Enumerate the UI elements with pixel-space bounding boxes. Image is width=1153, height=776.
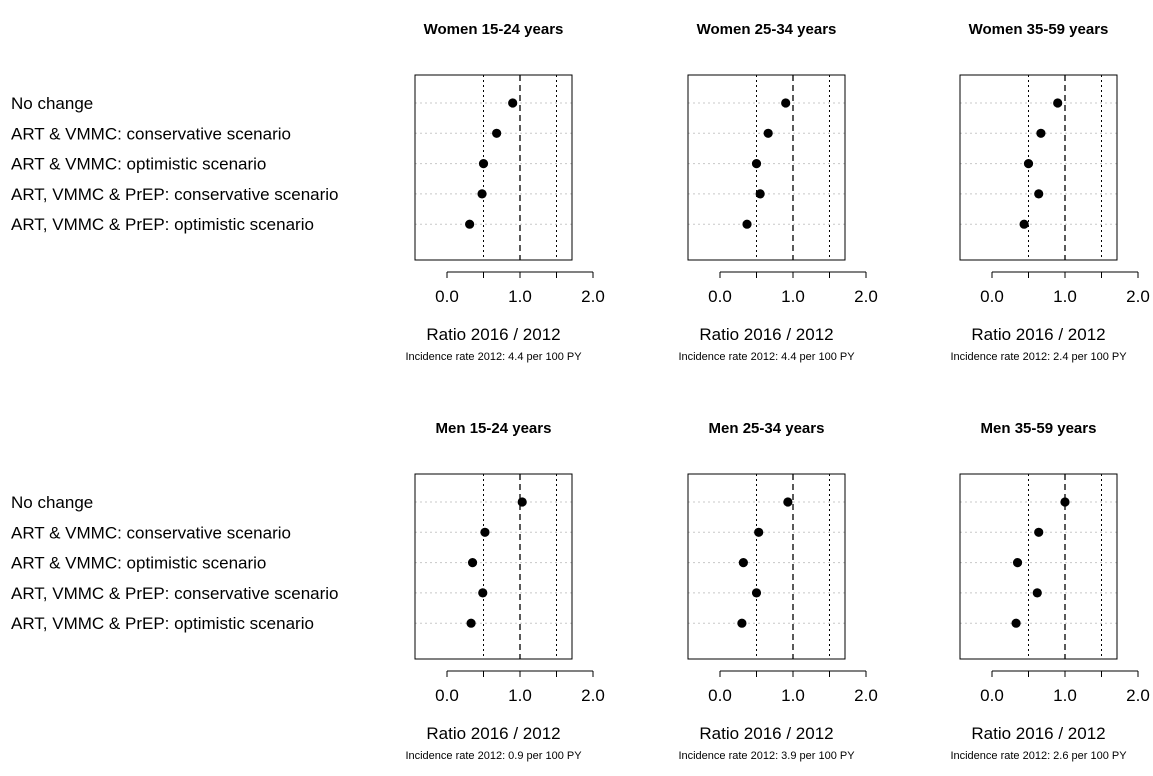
x-tick-label: 2.0 (1126, 686, 1150, 705)
data-point (755, 189, 765, 199)
incidence-note: Incidence rate 2012: 0.9 per 100 PY (405, 750, 582, 762)
category-label: ART & VMMC: conservative scenario (11, 124, 291, 143)
x-tick-label: 1.0 (781, 287, 805, 306)
panel-title: Men 15-24 years (436, 420, 552, 437)
data-point (465, 219, 475, 229)
x-tick-label: 0.0 (435, 287, 459, 306)
data-point (738, 558, 748, 568)
data-point (737, 618, 747, 628)
data-point (783, 497, 793, 507)
category-label: ART, VMMC & PrEP: conservative scenario (11, 584, 339, 603)
panel-frame (959, 473, 1118, 660)
category-label: No change (11, 94, 93, 113)
x-tick-label: 2.0 (854, 686, 878, 705)
panel-title: Men 25-34 years (709, 420, 825, 437)
incidence-note: Incidence rate 2012: 3.9 per 100 PY (678, 750, 855, 762)
data-point (1034, 527, 1044, 537)
data-point (467, 558, 478, 568)
data-point (763, 128, 773, 138)
panel-frame (687, 473, 846, 660)
x-tick-label: 2.0 (854, 287, 878, 306)
incidence-note: Incidence rate 2012: 4.4 per 100 PY (678, 351, 855, 363)
panel-title: Women 15-24 years (424, 21, 564, 38)
x-tick-label: 2.0 (1126, 287, 1150, 306)
panel-title: Men 35-59 years (981, 420, 1097, 437)
category-label: ART & VMMC: optimistic scenario (11, 554, 266, 573)
data-point (742, 219, 752, 229)
incidence-note: Incidence rate 2012: 4.4 per 100 PY (405, 351, 582, 363)
x-tick-label: 0.0 (708, 287, 732, 306)
x-tick-label: 1.0 (1053, 686, 1077, 705)
data-point (1053, 98, 1063, 108)
category-label: ART & VMMC: optimistic scenario (11, 155, 266, 174)
panel-title: Women 25-34 years (697, 21, 837, 38)
data-point (751, 588, 762, 598)
x-tick-label: 1.0 (1053, 287, 1077, 306)
x-axis-label: Ratio 2016 / 2012 (426, 325, 560, 344)
data-point (492, 128, 502, 138)
category-label: ART, VMMC & PrEP: optimistic scenario (11, 614, 314, 633)
data-point (517, 497, 527, 507)
x-tick-label: 2.0 (581, 686, 605, 705)
data-point (1032, 588, 1042, 598)
x-axis-label: Ratio 2016 / 2012 (426, 724, 560, 743)
panel-frame (414, 74, 573, 261)
x-axis-label: Ratio 2016 / 2012 (699, 724, 833, 743)
data-point (1023, 159, 1034, 169)
data-point (781, 98, 791, 108)
data-point (754, 527, 764, 537)
category-label: ART & VMMC: conservative scenario (11, 523, 291, 542)
x-tick-label: 1.0 (781, 686, 805, 705)
category-label: No change (11, 493, 93, 512)
data-point (1034, 189, 1044, 199)
data-point (478, 588, 488, 598)
panel-frame (687, 74, 846, 261)
data-point (478, 159, 489, 169)
incidence-note: Incidence rate 2012: 2.4 per 100 PY (950, 351, 1127, 363)
data-point (508, 98, 518, 108)
data-point (1036, 128, 1046, 138)
x-tick-label: 2.0 (581, 287, 605, 306)
data-point (1060, 497, 1070, 507)
panel-title: Women 35-59 years (969, 21, 1109, 38)
x-tick-label: 0.0 (980, 287, 1004, 306)
x-axis-label: Ratio 2016 / 2012 (971, 724, 1105, 743)
category-label: ART, VMMC & PrEP: conservative scenario (11, 185, 339, 204)
panel-frame (959, 74, 1118, 261)
data-point (751, 159, 762, 169)
panel-frame (414, 473, 573, 660)
x-tick-label: 1.0 (508, 686, 532, 705)
x-tick-label: 0.0 (435, 686, 459, 705)
incidence-note: Incidence rate 2012: 2.6 per 100 PY (950, 750, 1127, 762)
category-label: ART, VMMC & PrEP: optimistic scenario (11, 215, 314, 234)
x-tick-label: 0.0 (980, 686, 1004, 705)
data-point (466, 618, 476, 628)
x-tick-label: 1.0 (508, 287, 532, 306)
data-point (477, 189, 487, 199)
x-axis-label: Ratio 2016 / 2012 (971, 325, 1105, 344)
x-tick-label: 0.0 (708, 686, 732, 705)
data-point (1019, 219, 1029, 229)
data-point (1011, 618, 1021, 628)
data-point (480, 527, 490, 537)
x-axis-label: Ratio 2016 / 2012 (699, 325, 833, 344)
data-point (1012, 558, 1023, 568)
